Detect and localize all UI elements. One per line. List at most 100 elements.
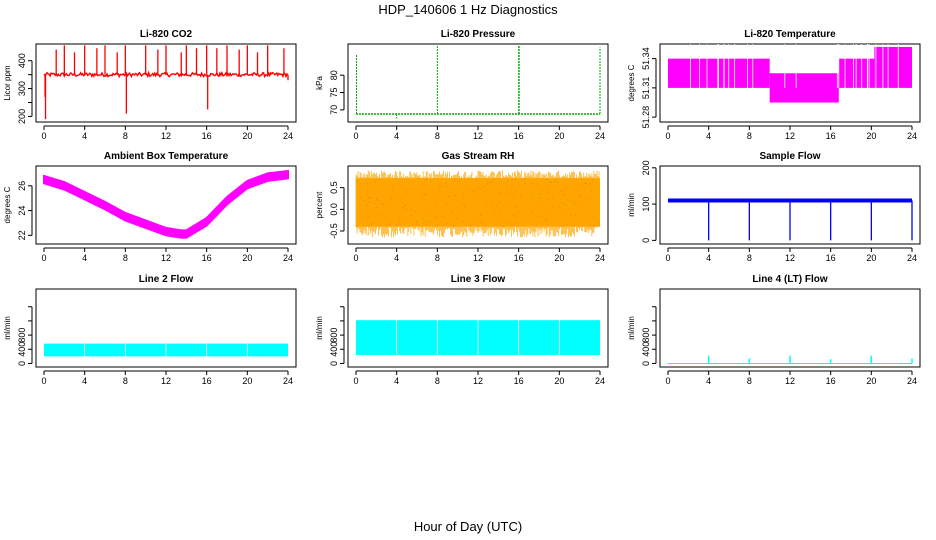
x-tick-label: 12 <box>473 376 483 386</box>
figure-title: HDP_140606 1 Hz Diagnostics <box>378 2 558 17</box>
x-tick-label: 4 <box>82 253 87 263</box>
y-tick-label: 800 <box>641 328 651 343</box>
y-axis-label: degrees C <box>3 186 12 223</box>
x-tick-label: 4 <box>394 253 399 263</box>
y-tick-label: 51.28 <box>641 106 651 129</box>
y-tick-label: 0.5 <box>329 181 339 194</box>
x-tick-label: 12 <box>473 131 483 141</box>
x-tick-label: 4 <box>706 253 711 263</box>
series-band <box>43 169 289 239</box>
y-tick-label: 0 <box>641 238 651 243</box>
x-tick-label: 4 <box>82 376 87 386</box>
x-tick-label: 8 <box>123 376 128 386</box>
panel-6: Sample Flow 0 4 8 12 16 20 24 0 100 200 ml/min <box>627 151 921 263</box>
x-tick-label: 24 <box>907 376 917 386</box>
y-tick-label: 75 <box>329 88 339 98</box>
plot-frame <box>35 288 297 368</box>
x-tick-label: 12 <box>785 131 795 141</box>
y-tick-label: 24 <box>17 206 27 216</box>
y-tick-label: 51.31 <box>641 77 651 100</box>
x-tick-label: 8 <box>123 131 128 141</box>
x-tick-label: 4 <box>394 376 399 386</box>
x-tick-label: 4 <box>706 131 711 141</box>
y-tick-label: 0 <box>329 361 339 366</box>
y-tick-label: 70 <box>329 105 339 115</box>
plot-frame <box>659 165 921 245</box>
x-tick-label: 24 <box>283 131 293 141</box>
x-tick-label: 12 <box>785 376 795 386</box>
panel-title: Ambient Box Temperature <box>104 151 229 162</box>
y-tick-label: 22 <box>17 230 27 240</box>
x-tick-label: 16 <box>202 131 212 141</box>
panel-title: Li-820 Pressure <box>441 29 516 40</box>
x-tick-label: 20 <box>866 131 876 141</box>
x-tick-label: 0 <box>353 376 358 386</box>
y-tick-label: 0 <box>641 361 651 366</box>
x-tick-label: 24 <box>907 253 917 263</box>
x-tick-label: 20 <box>242 376 252 386</box>
x-tick-label: 0 <box>353 131 358 141</box>
series <box>355 170 600 238</box>
panel-title: Gas Stream RH <box>442 151 515 162</box>
x-tick-label: 20 <box>554 131 564 141</box>
panel-title: Sample Flow <box>759 151 820 162</box>
x-tick-label: 16 <box>514 376 524 386</box>
plot-frame <box>347 288 609 368</box>
y-tick-label: 200 <box>641 160 651 175</box>
x-tick-label: 20 <box>866 253 876 263</box>
y-tick-label: 300 <box>17 81 27 96</box>
x-axis-title: Hour of Day (UTC) <box>413 519 523 534</box>
x-tick-label: 16 <box>514 131 524 141</box>
x-tick-label: 16 <box>826 131 836 141</box>
y-axis-label: Licor ppm <box>3 65 12 100</box>
y-tick-label: 400 <box>17 342 27 357</box>
x-tick-label: 8 <box>123 253 128 263</box>
y-tick-label: 400 <box>329 342 339 357</box>
panel-title: Line 4 (LT) Flow <box>752 274 828 285</box>
y-tick-label: 26 <box>17 181 27 191</box>
x-tick-label: 16 <box>826 376 836 386</box>
x-tick-label: 16 <box>826 253 836 263</box>
y-tick-label: 51.34 <box>641 47 651 70</box>
plot-frame <box>35 43 297 123</box>
series <box>43 45 289 120</box>
y-axis-label: kPa <box>315 76 324 90</box>
x-tick-label: 12 <box>161 131 171 141</box>
band-segment <box>874 46 912 88</box>
y-axis-label: ml/min <box>627 193 636 217</box>
y-tick-label: 200 <box>17 109 27 124</box>
x-tick-label: 0 <box>665 253 670 263</box>
y-tick-label: -0.5 <box>329 223 339 239</box>
x-tick-label: 4 <box>82 131 87 141</box>
series <box>668 44 912 103</box>
plot-frame <box>347 43 609 123</box>
panel-title: Li-820 Temperature <box>744 29 836 40</box>
x-tick-label: 0 <box>665 131 670 141</box>
x-tick-label: 24 <box>283 253 293 263</box>
y-axis-label: degrees C <box>627 64 636 101</box>
panel-3: Li-820 Temperature 0 4 8 12 16 20 24 51.28 51.31 5… <box>627 29 921 141</box>
x-tick-label: 8 <box>435 376 440 386</box>
y-axis-label: percent <box>315 191 324 218</box>
x-tick-label: 24 <box>595 131 605 141</box>
x-tick-label: 0 <box>41 253 46 263</box>
x-tick-label: 24 <box>283 376 293 386</box>
plot-frame <box>347 165 609 245</box>
x-tick-label: 8 <box>747 131 752 141</box>
x-tick-label: 24 <box>595 376 605 386</box>
series <box>356 45 601 119</box>
series <box>668 198 913 241</box>
panel-title: Line 2 Flow <box>139 274 194 285</box>
x-tick-label: 20 <box>242 131 252 141</box>
x-tick-label: 16 <box>202 253 212 263</box>
panel-1: Li-820 CO2 0 4 8 12 16 20 24 200 300 400 Licor ppm <box>3 29 297 141</box>
x-tick-label: 0 <box>41 131 46 141</box>
panel-title: Line 3 Flow <box>451 274 506 285</box>
x-tick-label: 0 <box>41 376 46 386</box>
x-tick-label: 4 <box>394 131 399 141</box>
band-segment <box>769 73 839 103</box>
